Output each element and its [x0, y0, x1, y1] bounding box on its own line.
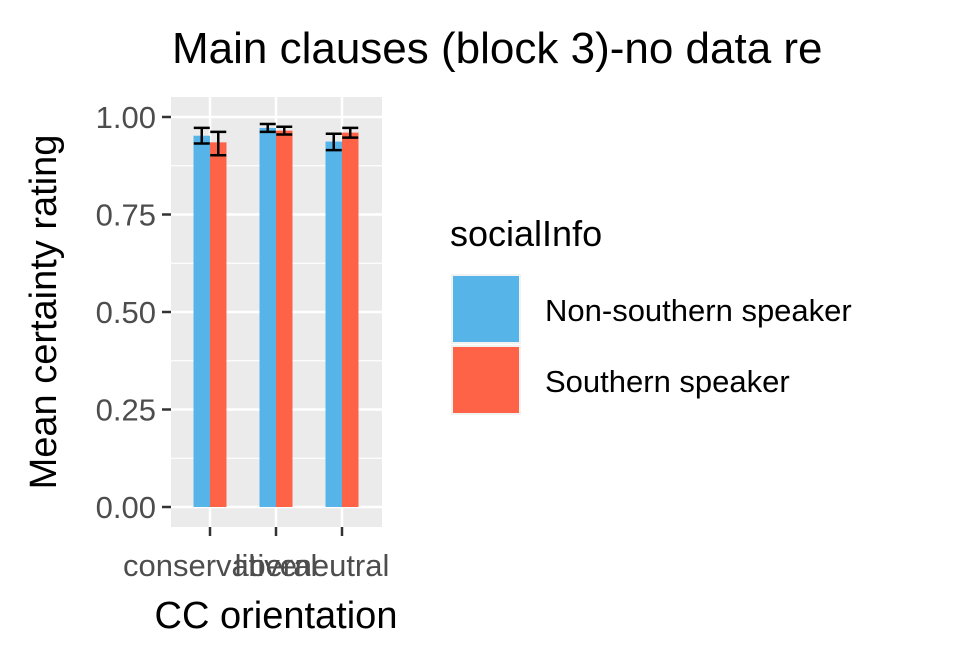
bars — [193, 127, 359, 508]
legend-swatch — [453, 276, 519, 342]
bar — [325, 141, 342, 507]
legend-swatch — [453, 347, 519, 413]
y-axis: 0.00 0.25 0.50 0.75 1.00 — [96, 100, 171, 525]
y-tick-label: 1.00 — [96, 100, 156, 135]
legend: socialInfo Non-southern speaker Southern … — [450, 213, 852, 415]
y-tick-label: 0.00 — [96, 490, 156, 525]
legend-title: socialInfo — [450, 213, 602, 254]
legend-label: Southern speaker — [545, 364, 790, 399]
x-tick-label: liberal — [235, 548, 318, 583]
y-tick-label: 0.75 — [96, 198, 156, 233]
x-tick-label: conservative — [123, 548, 297, 583]
bar — [193, 135, 210, 507]
y-axis-title: Mean certainty rating — [23, 135, 65, 490]
y-tick-label: 0.25 — [96, 393, 156, 428]
x-tick-label: neutral — [295, 548, 390, 583]
x-axis-title: CC orientation — [155, 595, 398, 637]
bar — [259, 127, 276, 508]
bar — [210, 142, 227, 507]
legend-items: Non-southern speaker Southern speaker — [451, 274, 852, 415]
bar — [276, 130, 293, 507]
chart-title: Main clauses (block 3)-no data re — [172, 24, 823, 73]
y-tick-label: 0.50 — [96, 295, 156, 330]
legend-label: Non-southern speaker — [545, 293, 852, 328]
error-bars — [193, 122, 359, 157]
bar — [342, 132, 359, 507]
